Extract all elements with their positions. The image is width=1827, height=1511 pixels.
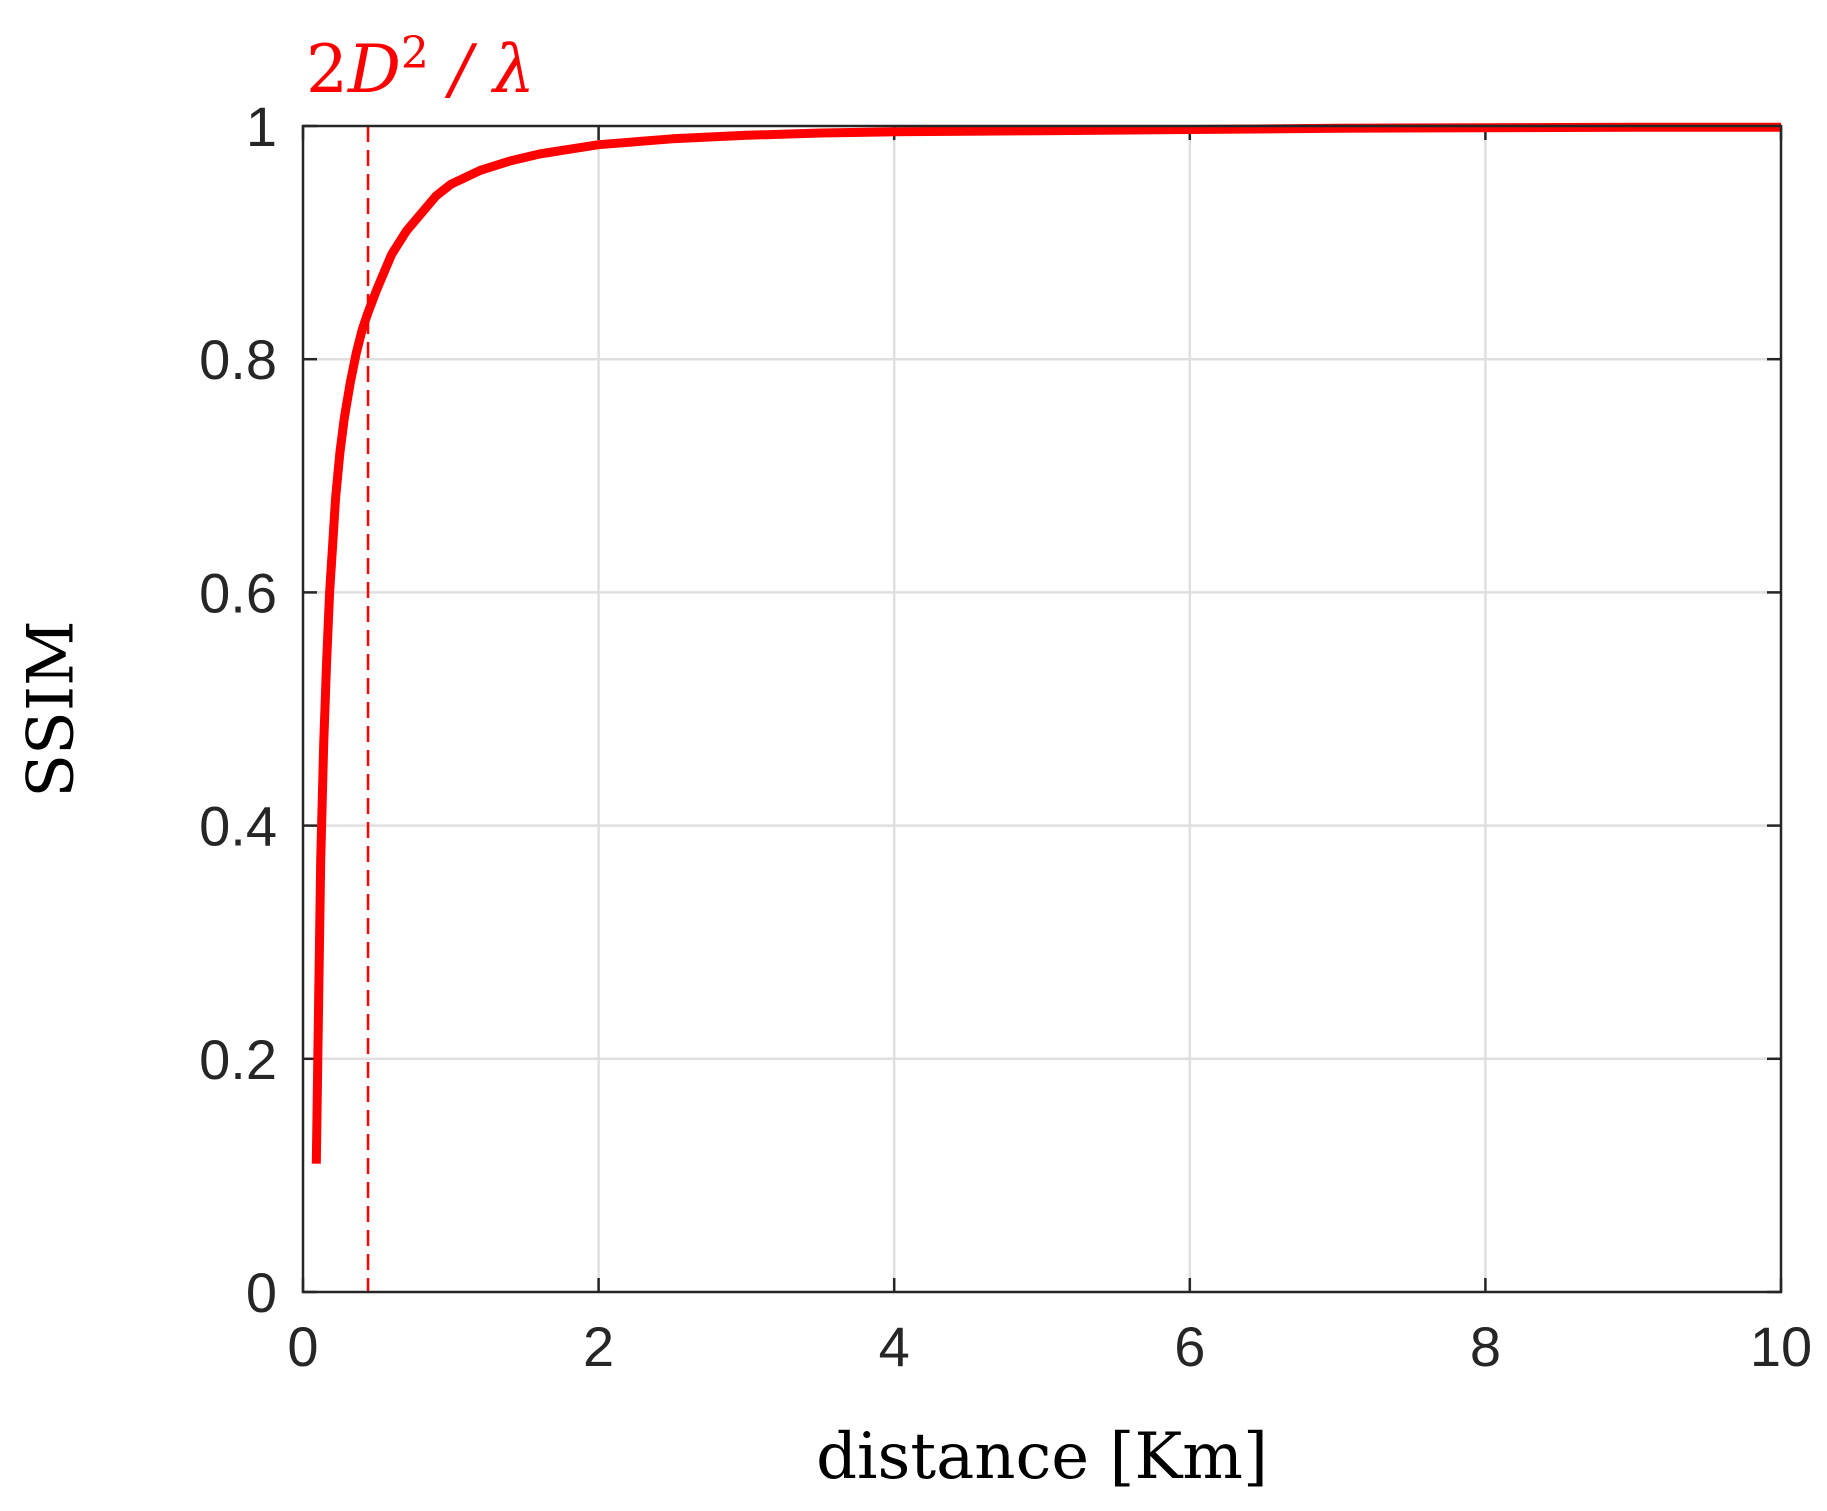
y-tick-label: 0.4 [199, 795, 277, 858]
y-tick-label: 0.2 [199, 1028, 277, 1091]
x-tick-label: 4 [879, 1315, 910, 1378]
plot-frame [301, 124, 1783, 1294]
x-tick-label: 0 [287, 1315, 318, 1378]
marker-label-superscript: 2 [401, 28, 429, 79]
x-axis-label: distance [Km] [816, 1420, 1268, 1494]
x-tick-label: 2 [583, 1315, 614, 1378]
grid-lines [303, 126, 1781, 1292]
ssim-series-line [311, 122, 1781, 1164]
y-tick-label: 0 [246, 1261, 277, 1324]
x-tick-label: 6 [1174, 1315, 1205, 1378]
x-tick-label: 8 [1470, 1315, 1501, 1378]
marker-label-main: D [347, 31, 401, 108]
marker-label-prefix: 2 [306, 31, 348, 108]
marker-label-tail: / λ [429, 31, 535, 108]
series-layer [311, 122, 1781, 1164]
x-tick-label: 10 [1750, 1315, 1812, 1378]
y-tick-label: 0.8 [199, 328, 277, 391]
tick-labels: 0 2 4 6 8 10 0 0.2 0.4 0.6 0.8 1 [199, 95, 1812, 1378]
y-tick-label: 0.6 [199, 561, 277, 624]
y-tick-label: 1 [246, 95, 277, 158]
y-axis-label: SSIM [15, 620, 89, 797]
far-field-marker-label: 2D2 / λ [306, 28, 535, 108]
